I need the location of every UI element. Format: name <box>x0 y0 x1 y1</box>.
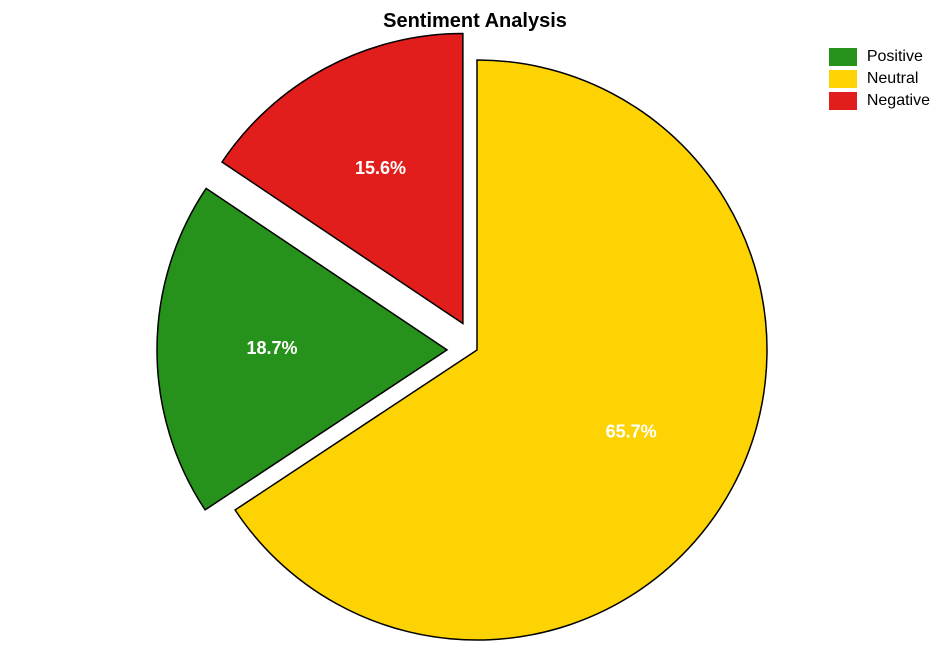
legend-item-positive: Positive <box>829 48 930 66</box>
pie-chart: 65.7% 18.7% 15.6% <box>0 0 950 662</box>
legend: Positive Neutral Negative <box>829 48 930 114</box>
legend-swatch-positive <box>829 48 857 66</box>
chart-container: Sentiment Analysis 65.7%18.7%15.6% Posit… <box>0 0 950 662</box>
slice-label-positive: 18.7% <box>246 338 297 358</box>
legend-label-neutral: Neutral <box>867 70 919 88</box>
legend-swatch-neutral <box>829 70 857 88</box>
legend-label-positive: Positive <box>867 48 923 66</box>
legend-swatch-negative <box>829 92 857 110</box>
slice-label-neutral: 65.7% <box>606 422 657 442</box>
legend-label-negative: Negative <box>867 92 930 110</box>
slice-label-negative: 15.6% <box>355 158 406 178</box>
legend-item-neutral: Neutral <box>829 70 930 88</box>
legend-item-negative: Negative <box>829 92 930 110</box>
